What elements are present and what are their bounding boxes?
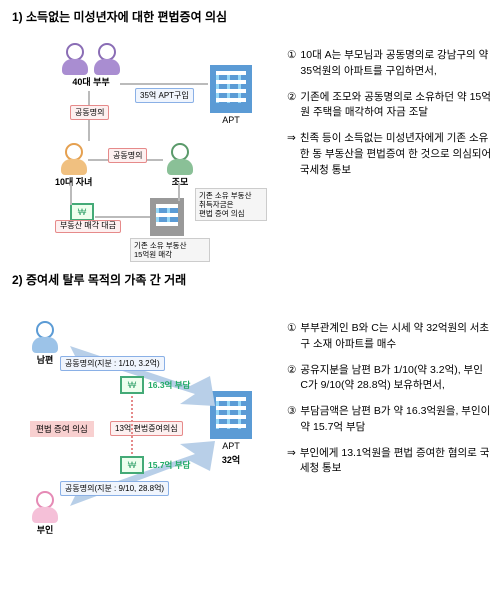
money-icon — [70, 203, 94, 221]
wife-label: 부인 — [30, 523, 60, 536]
line-couple-apt — [120, 83, 208, 85]
desc-1-3: ⇒ 친족 등이 소득없는 미성년자에게 기존 소유한 동 부동산을 편법증여 한… — [287, 131, 492, 178]
diagram-1: 40대 부부 APT 10대 자녀 조모 — [0, 33, 500, 263]
husband-payment: 16.3억 부담 — [148, 379, 190, 391]
line-child-money — [70, 183, 72, 205]
sale-note: 기존 소유 부동산 15억원 매각 — [130, 238, 210, 262]
desc-1-1: ① 10대 A는 부모님과 공동명의로 강남구의 약 35억원의 아파트를 구입… — [287, 48, 492, 80]
section-2: 2) 증여세 탈루 목적의 가족 간 거래 남편 부인 APT 32억 — [0, 263, 500, 556]
suspicion-label-1: 편법 증여 의심 — [30, 421, 94, 437]
apt-icon-main: APT — [210, 65, 252, 125]
desc-2-4: ⇒ 부인에게 13.1억원을 편법 증여한 혐의로 국세청 통보 — [287, 446, 492, 478]
suspicion-note: 기존 소유 부동산 취득자금은 편법 증여 의심 — [195, 188, 267, 221]
husband-label: 남편 — [30, 353, 60, 366]
desc-1-2: ② 기존에 조모와 공동명의로 소유하던 약 15억원 주택을 매각하여 자금 … — [287, 90, 492, 122]
wife-payment: 15.7억 부담 — [148, 459, 190, 471]
wife: 부인 — [30, 491, 60, 536]
husband-share-label: 공동명의(지분 : 1/10, 3.2억) — [60, 356, 165, 371]
money-husband — [120, 376, 144, 394]
desc-2-3: ③ 부담금액은 남편 B가 약 16.3억원을, 부인이 약 15.7억 부담 — [287, 404, 492, 436]
child-label: 10대 자녀 — [55, 175, 92, 188]
couple-label: 40대 부부 — [60, 75, 122, 88]
section-1-title: 1) 소득없는 미성년자에 대한 편법증여 의심 — [0, 0, 500, 33]
line-grandma-bldg — [178, 183, 180, 201]
desc-2-2: ② 공유지분을 남편 B가 1/10(약 3.2억), 부인 C가 9/10(약… — [287, 363, 492, 395]
section-2-title: 2) 증여세 탈루 목적의 가족 간 거래 — [0, 263, 500, 296]
money-wife — [120, 456, 144, 474]
wife-share-label: 공동명의(지분 : 9/10, 28.8억) — [60, 481, 169, 496]
suspicion-label-2: 13억 편법증여의심 — [110, 421, 183, 436]
apt-label: APT — [210, 115, 252, 125]
dotted-divider — [131, 396, 133, 454]
arrow-wife-apt — [60, 436, 220, 516]
section-2-description: ① 부부관계인 B와 C는 시세 약 32억원의 서초구 소재 아파트를 매수 … — [287, 321, 492, 477]
child-teen: 10대 자녀 — [55, 143, 92, 188]
section-1-description: ① 10대 A는 부모님과 공동명의로 강남구의 약 35억원의 아파트를 구입… — [287, 48, 492, 178]
joint-label-2: 공동명의 — [108, 148, 147, 163]
diagram-2: 남편 부인 APT 32억 공동 — [0, 296, 500, 556]
line-money-bldg — [95, 216, 150, 218]
grandmother: 조모 — [165, 143, 195, 188]
old-property-icon — [150, 198, 184, 236]
sale-proceeds-label: 부동산 매각 대금 — [55, 220, 121, 233]
grandma-label: 조모 — [165, 175, 195, 188]
couple-40s: 40대 부부 — [60, 43, 122, 88]
section-1: 1) 소득없는 미성년자에 대한 편법증여 의심 40대 부부 APT — [0, 0, 500, 263]
apt-purchase-label: 35억 APT구입 — [135, 88, 194, 103]
husband: 남편 — [30, 321, 60, 366]
joint-label-1: 공동명의 — [70, 105, 109, 120]
desc-2-1: ① 부부관계인 B와 C는 시세 약 32억원의 서초구 소재 아파트를 매수 — [287, 321, 492, 353]
